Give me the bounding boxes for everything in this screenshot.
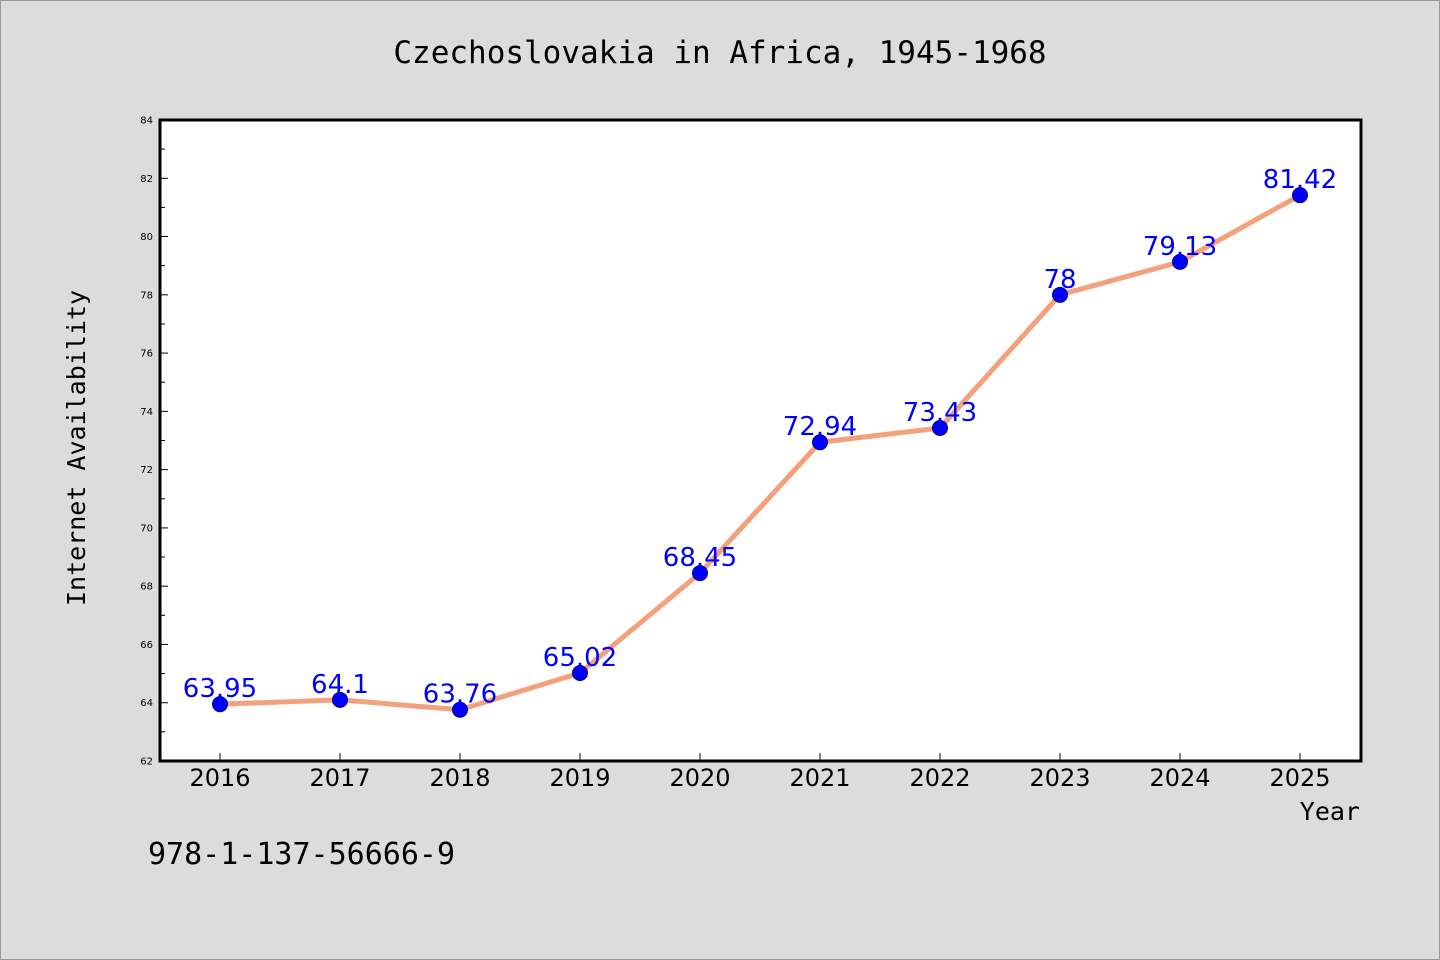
plot-area	[160, 120, 1361, 761]
data-point-marker	[932, 419, 948, 436]
x-tick-label: 2022	[909, 764, 970, 792]
data-label: 63.95	[183, 674, 257, 704]
chart-title: Czechoslovakia in Africa, 1945-1968	[393, 35, 1046, 71]
data-label: 73.43	[903, 398, 977, 428]
data-point-marker	[572, 665, 588, 682]
y-tick-label: 84	[140, 116, 153, 127]
series-0	[212, 187, 1308, 718]
y-tick-label: 66	[140, 640, 153, 651]
data-label: 78	[1043, 265, 1076, 295]
x-tick-label: 2017	[309, 764, 370, 792]
data-labels: 63.95 64.1 63.76 65.02 68.45 72.94 73.43 78 79.1…	[183, 165, 1337, 710]
x-axis-label: Year	[1300, 797, 1360, 826]
data-point-marker	[452, 701, 468, 718]
x-tick-label: 2023	[1029, 764, 1090, 792]
x-tick-label: 2018	[429, 764, 490, 792]
data-point-marker	[332, 691, 348, 708]
y-tick-label: 82	[140, 174, 153, 185]
y-axis-ticks: 62 64 66 68 70 72 74 76 78 80 82 84	[140, 116, 168, 768]
y-tick-label: 62	[140, 757, 153, 768]
data-point-marker	[812, 434, 828, 451]
x-tick-label: 2024	[1149, 764, 1210, 792]
data-point-marker	[1052, 286, 1068, 303]
series-line	[217, 192, 1303, 713]
y-axis-label: Internet Availability	[62, 290, 91, 606]
y-tick-label: 68	[140, 582, 153, 593]
data-label: 72.94	[783, 412, 857, 442]
data-point-marker	[212, 696, 228, 713]
x-tick-label: 2021	[789, 764, 850, 792]
data-point-marker	[1292, 187, 1308, 204]
data-label: 63.76	[423, 680, 497, 710]
plot-frame	[158, 118, 1363, 763]
data-point-marker	[692, 565, 708, 582]
y-tick-label: 74	[140, 407, 153, 418]
data-label: 81.42	[1263, 165, 1337, 195]
data-label: 64.1	[311, 670, 369, 700]
y-tick-label: 64	[140, 698, 153, 709]
x-axis-ticks: 2016 2017 2018 2019 2020 2021 2022 2023 2024 2025	[189, 753, 1331, 792]
y-tick-label: 80	[140, 232, 153, 243]
x-tick-label: 2019	[549, 764, 610, 792]
y-tick-label: 72	[140, 465, 153, 476]
x-tick-label: 2025	[1269, 764, 1330, 792]
data-point-marker	[1172, 253, 1188, 270]
data-label: 79.13	[1143, 232, 1217, 262]
y-tick-label: 70	[140, 523, 153, 534]
y-tick-label: 76	[140, 349, 153, 360]
x-tick-label: 2016	[189, 764, 250, 792]
data-label: 68.45	[663, 543, 737, 573]
data-label: 65.02	[543, 643, 617, 673]
isbn-text: 978-1-137-56666-9	[148, 837, 455, 872]
x-tick-label: 2020	[669, 764, 730, 792]
y-tick-label: 78	[140, 290, 153, 301]
